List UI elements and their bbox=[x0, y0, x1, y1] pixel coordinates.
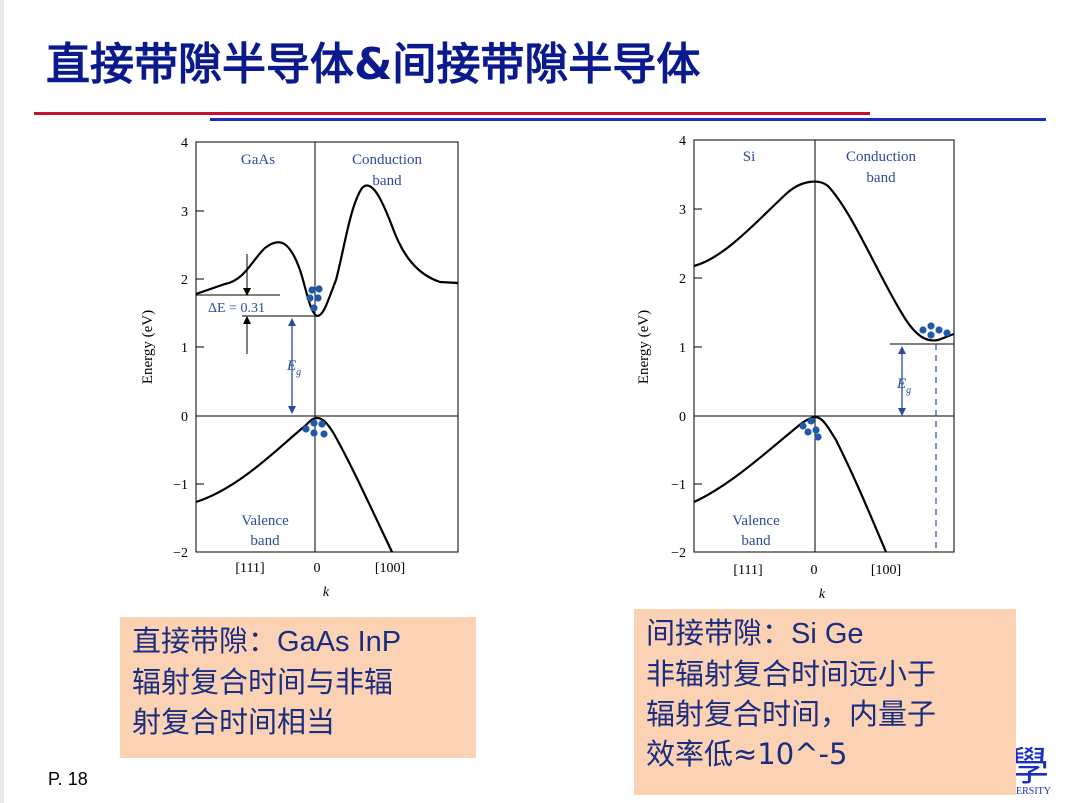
gaas-xtick-0: 0 bbox=[314, 561, 321, 576]
si-y-axis-label: Energy (eV) bbox=[636, 310, 652, 384]
gaas-valence-band bbox=[195, 416, 393, 553]
gaas-delta-e-annotation bbox=[196, 254, 320, 354]
si-conduction-label-1: Conduction bbox=[846, 149, 916, 165]
gaas-ytick-3: 3 bbox=[181, 205, 188, 220]
si-ytick-neg1: −1 bbox=[671, 478, 686, 493]
gaas-y-ticks bbox=[196, 141, 204, 553]
si-hole-dots bbox=[799, 417, 822, 441]
gaas-conduction-label-1: Conduction bbox=[352, 152, 422, 168]
direct-note-line-3: 射复合时间相当 bbox=[132, 705, 336, 739]
si-valence-label-2: band bbox=[741, 533, 771, 549]
direct-note-line-1: 直接带隙：GaAs InP bbox=[132, 621, 464, 662]
direct-bandgap-note: 直接带隙：GaAs InP 辐射复合时间与非辐 射复合时间相当 bbox=[120, 617, 476, 758]
gaas-ytick-neg2: −2 bbox=[173, 546, 188, 561]
si-electron-dots bbox=[919, 322, 951, 339]
gaas-hole-dots bbox=[302, 419, 328, 438]
gaas-ytick-neg1: −1 bbox=[173, 478, 188, 493]
direct-note-prefix: 直接带隙： bbox=[132, 624, 278, 658]
si-ytick-2: 2 bbox=[679, 272, 686, 287]
gaas-ytick-4: 4 bbox=[181, 136, 188, 151]
indirect-note-line-3: 辐射复合时间，内量子 bbox=[646, 697, 937, 731]
gaas-frame bbox=[195, 141, 459, 553]
gaas-xtick-100: [100] bbox=[375, 561, 405, 576]
gaas-band-gap-arrow bbox=[288, 318, 296, 414]
gaas-ytick-2: 2 bbox=[181, 273, 188, 288]
si-ytick-neg2: −2 bbox=[671, 546, 686, 561]
title-rule-red bbox=[34, 112, 870, 115]
gaas-band-diagram: −2 −1 0 1 2 3 4 [111] 0 [100] k Energy (… bbox=[140, 136, 459, 600]
gaas-y-axis-label: Energy (eV) bbox=[140, 310, 156, 384]
gaas-conduction-label-2: band bbox=[372, 173, 402, 189]
si-conduction-band bbox=[693, 180, 955, 342]
slide-left-edge bbox=[0, 0, 4, 803]
indirect-note-line-2: 非辐射复合时间远小于 bbox=[646, 657, 937, 691]
si-ytick-1: 1 bbox=[679, 341, 686, 356]
gaas-delta-e-label: ΔE = 0.31 bbox=[208, 301, 265, 316]
si-xtick-0: 0 bbox=[811, 563, 818, 578]
si-band-diagram: −2 −1 0 1 2 3 4 [111] 0 [100] k Energy (… bbox=[636, 134, 955, 602]
gaas-xtick-111: [111] bbox=[235, 561, 264, 576]
slide-title: 直接带隙半导体&间接带隙半导体 bbox=[46, 39, 701, 90]
gaas-electron-dots bbox=[306, 285, 323, 312]
indirect-note-line-4: 效率低≈10^-5 bbox=[646, 737, 848, 771]
gaas-ytick-0: 0 bbox=[181, 410, 188, 425]
gaas-conduction-band bbox=[195, 184, 459, 318]
si-x-axis-label: k bbox=[819, 587, 826, 602]
gaas-valence-label-1: Valence bbox=[241, 513, 289, 529]
si-frame bbox=[693, 139, 955, 553]
gaas-material-label: GaAs bbox=[241, 152, 275, 168]
si-eg-label: Eg bbox=[896, 376, 911, 396]
si-valence-label-1: Valence bbox=[732, 513, 780, 529]
indirect-bandgap-note: 间接带隙：Si Ge 非辐射复合时间远小于 辐射复合时间，内量子 效率低≈10^… bbox=[634, 609, 1016, 795]
si-xtick-100: [100] bbox=[871, 563, 901, 578]
gaas-ytick-1: 1 bbox=[181, 341, 188, 356]
indirect-note-examples: Si Ge bbox=[791, 618, 864, 650]
si-xtick-111: [111] bbox=[733, 563, 762, 578]
si-ytick-3: 3 bbox=[679, 203, 686, 218]
si-ytick-0: 0 bbox=[679, 410, 686, 425]
direct-note-line-2: 辐射复合时间与非辐 bbox=[132, 665, 394, 699]
page-number: P. 18 bbox=[48, 769, 88, 789]
si-band-gap-arrow bbox=[898, 346, 906, 416]
si-y-ticks bbox=[694, 139, 702, 553]
si-conduction-label-2: band bbox=[866, 170, 896, 186]
si-ytick-4: 4 bbox=[679, 134, 686, 149]
title-rule-blue bbox=[210, 118, 1046, 121]
indirect-note-prefix: 间接带隙： bbox=[646, 616, 792, 650]
gaas-valence-label-2: band bbox=[250, 533, 280, 549]
si-material-label: Si bbox=[743, 149, 756, 165]
direct-note-examples: GaAs InP bbox=[277, 626, 402, 658]
gaas-x-axis-label: k bbox=[323, 585, 330, 600]
si-valence-band bbox=[693, 415, 888, 553]
si-band-gap-lines bbox=[890, 343, 954, 552]
indirect-note-line-1: 间接带隙：Si Ge bbox=[646, 613, 1004, 654]
gaas-eg-label: Eg bbox=[286, 358, 301, 378]
